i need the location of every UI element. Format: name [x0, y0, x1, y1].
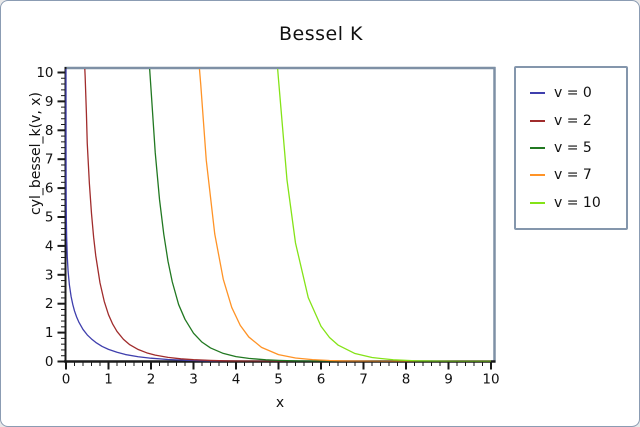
y-tick-label: 9 [45, 94, 54, 110]
legend-swatch-icon [530, 92, 545, 95]
y-tick-label: 2 [45, 296, 54, 312]
legend-label: v = 0 [554, 85, 592, 102]
y-tick-label: 4 [45, 238, 54, 254]
y-tick-label: 6 [45, 181, 54, 197]
y-tick-label: 10 [36, 65, 53, 81]
legend-item-3: v = 7 [530, 167, 626, 183]
legend-swatch-icon [530, 201, 545, 204]
x-tick-label: 1 [104, 372, 113, 388]
legend-label: v = 2 [554, 112, 592, 129]
x-tick-label: 6 [317, 372, 326, 388]
curves [65, 69, 492, 362]
x-tick-label: 8 [402, 372, 411, 388]
x-tick-label: 7 [359, 372, 368, 388]
legend-label: v = 10 [554, 194, 601, 211]
legend-item-2: v = 5 [530, 140, 626, 156]
x-tick-label: 2 [147, 372, 156, 388]
x-tick-label: 0 [62, 372, 71, 388]
y-tick-label: 0 [45, 354, 54, 370]
x-tick-label: 9 [444, 372, 453, 388]
legend-label: v = 5 [554, 139, 592, 156]
y-tick-label: 7 [45, 152, 54, 168]
legend-swatch-icon [530, 119, 545, 122]
legend-swatch-icon [530, 174, 545, 177]
chart-title: Bessel K [279, 23, 363, 45]
x-tick-label: 3 [189, 372, 198, 388]
curve-v2 [84, 69, 492, 362]
curve-v5 [148, 69, 492, 362]
y-tick-label: 5 [45, 210, 54, 226]
y-tick-label: 3 [45, 267, 54, 283]
legend-label: v = 7 [554, 167, 592, 184]
legend-swatch-icon [530, 146, 545, 149]
legend-item-0: v = 0 [530, 85, 626, 101]
legend-box: v = 0 v = 2 v = 5 v = 7 v = 10 [514, 66, 628, 230]
curve-v0 [65, 69, 491, 362]
x-axis-label: x [275, 395, 285, 411]
x-tick-label: 4 [232, 372, 241, 388]
y-tick-label: 1 [45, 325, 54, 341]
y-tick-label: 8 [45, 123, 54, 139]
curve-v10 [276, 69, 492, 362]
legend-item-1: v = 2 [530, 113, 626, 129]
x-tick-label: 5 [274, 372, 283, 388]
curve-v7 [198, 69, 492, 362]
axis-ticks: 0 1 2 3 4 5 6 7 8 9 10 0 1 2 3 4 5 6 7 8 9 10 [36, 65, 499, 388]
legend-item-4: v = 10 [530, 195, 626, 211]
x-tick-label: 10 [482, 372, 499, 388]
plot-frame [64, 66, 496, 363]
